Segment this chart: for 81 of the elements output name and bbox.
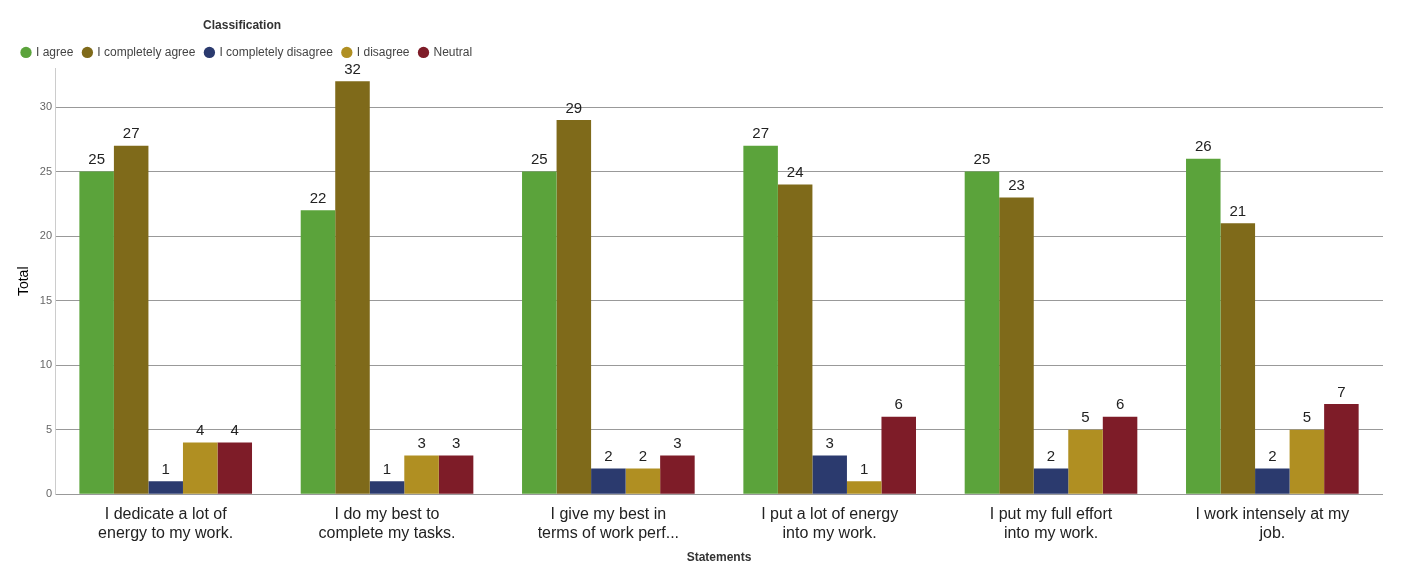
data-label: 2 [1046,447,1056,465]
data-label: 1 [161,459,170,477]
x-axis-title: Statements [686,550,752,565]
data-label: 2 [604,447,613,465]
bar [846,481,882,494]
bar [1102,416,1138,494]
y-tick-label: 20 [39,229,53,242]
data-label: 29 [565,98,583,116]
data-label: 25 [88,150,105,168]
bar [1068,429,1103,494]
legend-label: I agree [36,44,74,59]
legend-title: Classification [203,18,282,33]
bar [812,455,847,494]
data-label: 6 [1115,395,1125,413]
data-label: 5 [1081,408,1090,426]
data-label: 4 [230,421,239,439]
bar [1255,468,1290,494]
x-tick-label: I do my best to complete my tasks. [318,505,456,542]
x-tick-label: I put a lot of energy into my work. [761,505,899,542]
bar [404,455,439,494]
bar [999,197,1034,494]
bar [182,442,218,494]
y-tick-label: 5 [45,422,53,435]
data-label: 25 [530,150,548,168]
bar [556,120,592,494]
bar [591,468,626,494]
bar [148,481,183,494]
bar [79,171,114,494]
bar [881,416,916,494]
bar [743,145,778,494]
data-label: 24 [786,163,804,181]
bar [438,455,474,494]
data-label: 26 [1194,137,1212,155]
legend-label: Neutral [433,44,473,59]
bar [1220,223,1256,494]
bar [113,145,149,494]
data-label: 1 [382,459,392,477]
bar [964,171,1000,494]
x-tick-label: I give my best in terms of work perf... [537,505,680,542]
bar [369,481,405,494]
x-tick-label: I put my full effort into my work. [989,505,1113,542]
data-label: 2 [1268,447,1277,465]
bar [660,455,695,494]
x-tick-label: I dedicate a lot of energy to my work. [98,505,234,542]
y-tick-label: 10 [39,358,53,371]
legend-label: I completely disagree [219,44,334,59]
data-label: 7 [1337,382,1346,400]
y-tick-label: 15 [39,293,53,306]
legend-label: I disagree [356,44,410,59]
x-tick-label: I work intensely at my job. [1195,505,1350,542]
y-tick-label: 0 [45,487,53,500]
data-label: 3 [673,434,682,452]
data-label: 4 [196,421,205,439]
y-axis-title: Total [15,266,32,297]
data-label: 23 [1008,176,1025,194]
bar [522,171,557,494]
data-label: 6 [894,395,903,413]
data-label: 5 [1302,408,1312,426]
data-label: 1 [860,459,869,477]
data-label: 3 [417,434,426,452]
bar [1033,468,1069,494]
bar [625,468,661,494]
data-label: 21 [1229,201,1247,219]
data-label: 2 [638,447,648,465]
data-label: 32 [344,59,361,77]
data-label: 27 [122,124,140,142]
y-tick-label: 30 [39,100,53,113]
data-label: 22 [309,188,327,206]
bar [1324,403,1359,494]
bar [335,81,370,494]
bar [1289,429,1325,494]
data-label: 3 [451,434,461,452]
data-label: 3 [825,434,834,452]
data-label: 25 [973,150,991,168]
bar [1186,158,1221,494]
data-label: 27 [752,124,769,142]
bar [777,184,813,494]
y-tick-label: 25 [39,164,53,177]
legend-label: I completely agree [97,44,196,59]
bar [217,442,253,494]
bar [300,210,336,494]
